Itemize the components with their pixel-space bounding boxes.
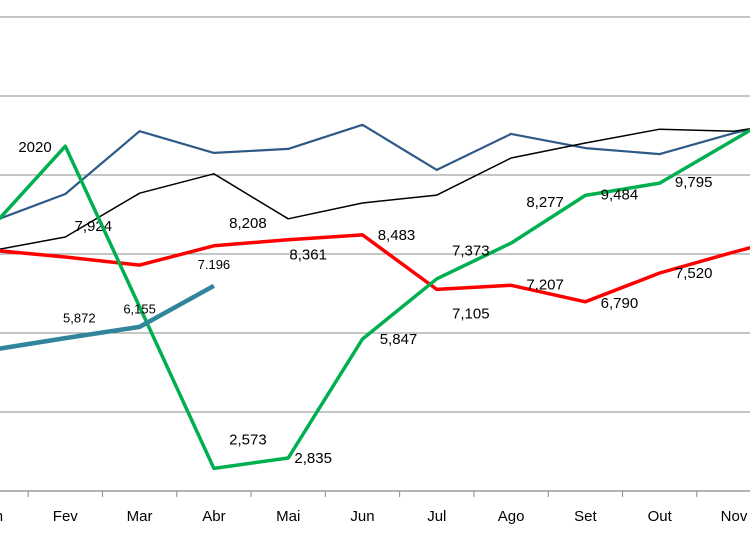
data-label: 2,835 bbox=[294, 450, 332, 467]
data-label: 7,373 bbox=[452, 243, 490, 260]
data-label: 9,795 bbox=[675, 174, 713, 191]
data-label: 5,872 bbox=[63, 310, 96, 325]
data-label: 7,520 bbox=[675, 265, 713, 282]
x-tick-label: Set bbox=[574, 508, 597, 525]
x-tick-label: Ago bbox=[498, 508, 525, 525]
data-label: 7,105 bbox=[452, 305, 490, 322]
x-tick-label: Jul bbox=[427, 508, 446, 525]
data-label: 7,207 bbox=[526, 276, 564, 293]
series-line bbox=[0, 128, 750, 471]
x-tick-label: Nov bbox=[721, 508, 748, 525]
data-label: 8,361 bbox=[289, 247, 327, 264]
data-label: 8,277 bbox=[526, 194, 564, 211]
x-tick-label: Jan bbox=[0, 508, 3, 525]
x-tick-label: Abr bbox=[202, 508, 225, 525]
series-line bbox=[0, 233, 750, 304]
x-tick-label: Mar bbox=[127, 508, 153, 525]
series-line bbox=[0, 283, 215, 351]
data-label: 2,573 bbox=[229, 431, 267, 448]
series-label: 2020 bbox=[18, 139, 51, 156]
x-tick-label: Out bbox=[648, 508, 673, 525]
data-label: 6,155 bbox=[123, 301, 156, 316]
x-tick-label: Mai bbox=[276, 508, 300, 525]
series-line bbox=[0, 123, 750, 220]
data-label: 5,847 bbox=[380, 331, 418, 348]
data-label: 9,484 bbox=[601, 186, 639, 203]
data-label: 6,790 bbox=[601, 295, 639, 312]
x-tick-label: Jun bbox=[350, 508, 374, 525]
series-line bbox=[0, 127, 750, 250]
data-label: 7.196 bbox=[198, 257, 231, 272]
data-label: 8,483 bbox=[378, 227, 416, 244]
x-tick-label: Fev bbox=[53, 508, 79, 525]
data-label: 8,208 bbox=[229, 215, 267, 232]
